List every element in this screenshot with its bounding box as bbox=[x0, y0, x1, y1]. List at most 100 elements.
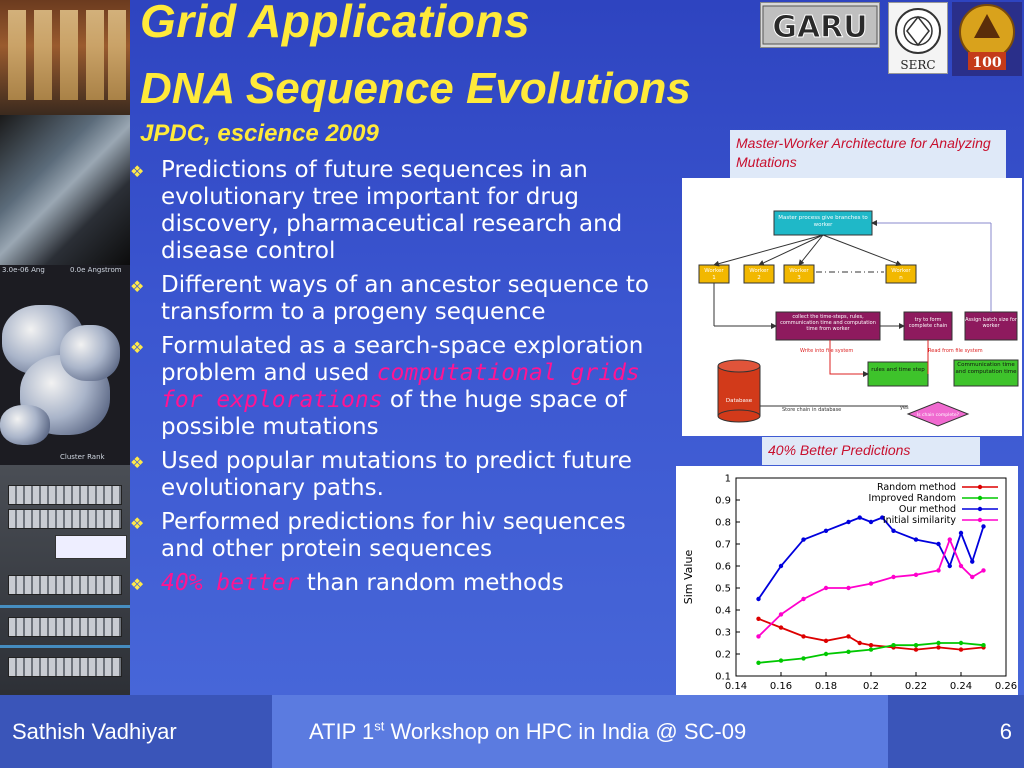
diamond-bullet-icon: ❖ bbox=[130, 575, 145, 594]
complete-chain-label: try to form complete chain bbox=[908, 317, 948, 329]
database-label: Database bbox=[726, 398, 753, 404]
centenary-logo-text: 100 bbox=[972, 55, 1001, 71]
data-point bbox=[913, 647, 919, 652]
y-tick-label: 0.7 bbox=[715, 540, 731, 551]
footer-bar: Sathish Vadhiyar ATIP 1st Workshop on HP… bbox=[0, 695, 1024, 768]
slide-subtitle: JPDC, escience 2009 bbox=[140, 120, 379, 147]
x-tick-label: 0.16 bbox=[770, 681, 792, 692]
bullet-text-tail: than random methods bbox=[299, 570, 564, 596]
y-tick-label: 0.3 bbox=[715, 628, 731, 639]
worker-boxes: Worker 1 Worker 2 Worker 3 Worker n bbox=[698, 264, 917, 284]
data-point bbox=[936, 645, 941, 650]
diamond-bullet-icon: ❖ bbox=[130, 338, 145, 357]
bullet-text: Predictions of future sequences in an ev… bbox=[161, 157, 623, 264]
comm-time-label: Communication time and computation time bbox=[955, 362, 1017, 375]
server-rack-photo bbox=[0, 465, 130, 695]
x-tick-label: 0.26 bbox=[995, 681, 1017, 692]
data-point bbox=[936, 640, 941, 646]
y-tick-label: 0.1 bbox=[715, 672, 731, 683]
y-tick-label: 0.9 bbox=[715, 496, 731, 507]
legend-label: Improved Random bbox=[869, 493, 956, 504]
data-point bbox=[868, 581, 874, 586]
worker-number: 2 bbox=[757, 275, 761, 281]
x-tick-label: 0.22 bbox=[905, 681, 927, 692]
data-point bbox=[823, 585, 829, 591]
diamond-bullet-icon: ❖ bbox=[130, 514, 145, 533]
y-tick-label: 0.8 bbox=[715, 518, 731, 529]
data-point bbox=[868, 519, 874, 525]
bullet-text: Performed predictions for hiv sequences … bbox=[161, 509, 626, 562]
data-point bbox=[846, 519, 851, 525]
worker-label: Worker bbox=[704, 268, 724, 274]
data-point bbox=[801, 596, 806, 602]
worker-label: Worker bbox=[749, 268, 769, 274]
photo-label-bottom: Cluster Rank bbox=[60, 453, 105, 461]
master-label: Master process give branches to worker bbox=[778, 215, 868, 228]
data-point bbox=[846, 649, 851, 654]
data-point bbox=[756, 660, 761, 665]
worker-number: 3 bbox=[797, 275, 801, 281]
bullet-text: Different ways of an ancestor sequence t… bbox=[161, 272, 649, 325]
footer-event: ATIP 1st Workshop on HPC in India @ SC-0… bbox=[272, 695, 888, 768]
yes-label: yes bbox=[900, 405, 909, 411]
corridor-photo bbox=[0, 115, 130, 265]
data-point bbox=[891, 643, 896, 648]
data-point bbox=[857, 640, 862, 646]
footer-author: Sathish Vadhiyar bbox=[0, 695, 272, 768]
data-point bbox=[936, 568, 941, 573]
data-point bbox=[846, 585, 851, 591]
worker-label: Worker bbox=[891, 268, 911, 274]
diamond-bullet-icon: ❖ bbox=[130, 453, 145, 472]
data-point bbox=[958, 640, 964, 646]
bullet-item: ❖ Formulated as a search-space exploratio… bbox=[130, 333, 675, 441]
bullet-item: ❖ Used popular mutations to predict futur… bbox=[130, 448, 675, 502]
bullet-item: ❖ Performed predictions for hiv sequences… bbox=[130, 509, 675, 563]
worker-number: 1 bbox=[712, 275, 716, 281]
comm-time-box bbox=[953, 359, 1019, 387]
data-point bbox=[981, 568, 986, 573]
data-point bbox=[981, 524, 986, 529]
footer-event-text-tail: Workshop on HPC in India @ SC-09 bbox=[384, 719, 747, 744]
slide-title-line2: DNA Sequence Evolutions bbox=[140, 64, 691, 113]
page-number: 6 bbox=[888, 695, 1024, 768]
diagram-caption: Master-Worker Architecture for Analyzing… bbox=[730, 130, 1006, 178]
data-point bbox=[958, 530, 964, 536]
read-file-label: Read from file system bbox=[928, 348, 983, 354]
data-point bbox=[823, 638, 829, 643]
bullet-list: ❖ Predictions of future sequences in an e… bbox=[130, 157, 675, 604]
collect-label: collect the time-steps, rules, communica… bbox=[780, 314, 876, 332]
footer-event-text: ATIP 1 bbox=[309, 719, 375, 744]
data-point bbox=[756, 616, 761, 621]
data-point bbox=[823, 528, 829, 533]
worker-number: n bbox=[899, 275, 903, 281]
photo-label-left: 3.0e-06 Ang bbox=[2, 266, 45, 274]
assign-batch-label: Assign batch size for worker bbox=[965, 317, 1017, 329]
data-point bbox=[778, 625, 784, 630]
bullet-highlight: computational grids for explorations bbox=[161, 360, 640, 413]
store-chain-label: Store chain in database bbox=[782, 407, 841, 413]
slide-title: Grid Applications bbox=[140, 0, 531, 47]
data-point bbox=[913, 643, 919, 648]
bullet-item: ❖ 40% better than random methods bbox=[130, 570, 675, 597]
rules-label: rules and time step bbox=[871, 367, 925, 373]
y-axis-label: Sim Value bbox=[682, 550, 695, 605]
centenary-logo: 100 bbox=[952, 2, 1022, 76]
data-point bbox=[958, 647, 964, 652]
data-point bbox=[801, 634, 806, 639]
molecule-visualization: 3.0e-06 Ang 0.0e Angstrom Cluster Rank bbox=[0, 265, 130, 465]
architecture-diagram: Master process give branches to worker W… bbox=[682, 178, 1022, 436]
legend-label: Random method bbox=[877, 482, 956, 493]
data-point bbox=[970, 559, 975, 564]
x-tick-label: 0.18 bbox=[815, 681, 837, 692]
garu-logo-text: GARU bbox=[772, 10, 867, 45]
data-point bbox=[857, 515, 862, 520]
data-point bbox=[846, 634, 851, 639]
legend-marker bbox=[977, 484, 983, 490]
y-tick-label: 1 bbox=[725, 474, 731, 485]
assign-batch-box bbox=[964, 311, 1018, 341]
data-point bbox=[970, 574, 975, 580]
bullet-text: Formulated as a search-space exploration… bbox=[161, 333, 644, 386]
serc-logo: SERC bbox=[888, 2, 948, 74]
decision-diamond bbox=[906, 401, 970, 427]
serc-logo-text: SERC bbox=[900, 58, 935, 72]
